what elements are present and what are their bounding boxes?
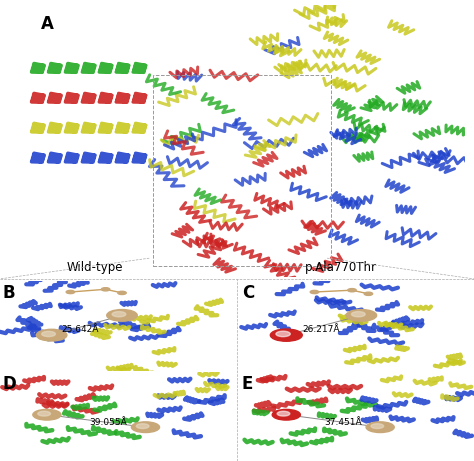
Circle shape bbox=[36, 329, 67, 341]
Circle shape bbox=[107, 309, 137, 321]
Circle shape bbox=[131, 422, 160, 432]
Circle shape bbox=[277, 411, 290, 416]
Circle shape bbox=[33, 409, 61, 420]
Circle shape bbox=[270, 329, 302, 341]
Text: 39.055Å: 39.055Å bbox=[89, 418, 127, 426]
Circle shape bbox=[38, 411, 50, 416]
Circle shape bbox=[371, 424, 383, 429]
Text: 37.451Å: 37.451Å bbox=[324, 418, 361, 426]
Circle shape bbox=[137, 424, 149, 429]
Text: E: E bbox=[242, 375, 253, 393]
Text: 25.642Å: 25.642Å bbox=[61, 325, 99, 334]
Text: C: C bbox=[242, 284, 254, 302]
Bar bbox=[153, 75, 331, 266]
Text: p.Ala770Thr: p.Ala770Thr bbox=[305, 261, 377, 274]
Circle shape bbox=[118, 291, 126, 295]
Circle shape bbox=[346, 309, 377, 321]
Text: D: D bbox=[2, 375, 16, 393]
Circle shape bbox=[310, 290, 319, 294]
Text: Wild-type: Wild-type bbox=[66, 261, 123, 274]
Circle shape bbox=[42, 331, 55, 337]
Circle shape bbox=[66, 290, 74, 294]
Circle shape bbox=[272, 409, 301, 420]
Circle shape bbox=[364, 292, 373, 296]
Circle shape bbox=[101, 288, 110, 291]
Circle shape bbox=[366, 422, 394, 432]
Circle shape bbox=[112, 312, 126, 317]
Text: B: B bbox=[2, 284, 15, 302]
Text: A: A bbox=[41, 16, 54, 34]
Circle shape bbox=[351, 312, 365, 317]
Circle shape bbox=[276, 331, 290, 337]
Text: 26.217Å: 26.217Å bbox=[303, 325, 340, 334]
Circle shape bbox=[348, 289, 356, 292]
